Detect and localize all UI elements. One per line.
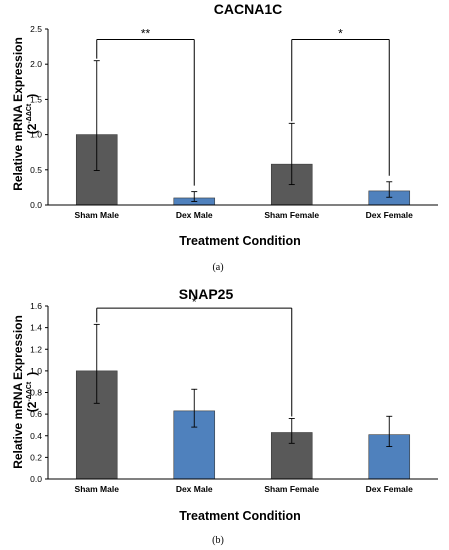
y-tick-label: 0.4	[30, 431, 42, 441]
chart-cacna1c: CACNA1C Relative mRNA Expression (2-ΔΔCt…	[11, 1, 438, 273]
y-tick-label: 0.2	[30, 452, 42, 462]
panel-caption: (a)	[212, 262, 223, 273]
y-tick-label: 0.5	[30, 165, 42, 175]
x-axis-label: Treatment Condition	[179, 234, 301, 248]
significance-bracket-1	[96, 307, 293, 417]
significance-label: *	[338, 27, 343, 41]
y-tick-label: 1.4	[30, 323, 42, 333]
y-axis-label-text: Relative mRNA Expression	[11, 315, 25, 469]
x-category-label: Sham Female	[264, 210, 319, 220]
y-axis-units: (2-ΔΔCt)	[25, 372, 39, 412]
x-category-label: Dex Female	[366, 484, 414, 494]
y-tick-label: 0.0	[30, 474, 42, 484]
significance-label: **	[141, 27, 151, 41]
error-bar-3	[288, 122, 295, 186]
x-category-label: Sham Male	[75, 210, 120, 220]
y-axis-label-text: Relative mRNA Expression	[11, 37, 25, 191]
y-tick-label: 1.0	[30, 366, 42, 376]
y-tick-label: 0.8	[30, 388, 42, 398]
error-bar-4	[386, 181, 393, 198]
x-category-label: Dex Female	[366, 210, 414, 220]
chart-snap25: SNAP25 Relative mRNA Expression (2-ΔΔCt)…	[11, 286, 438, 546]
y-axis-label: Relative mRNA Expression (2-ΔΔCt)	[11, 37, 39, 191]
x-axis-label: Treatment Condition	[179, 509, 301, 523]
chart-title: SNAP25	[179, 286, 234, 302]
error-bar-2	[191, 388, 198, 428]
significance-label: *	[192, 295, 197, 309]
y-tick-label: 0.6	[30, 409, 42, 419]
error-bar-3	[288, 418, 295, 444]
y-tick-label: 1.5	[30, 94, 42, 104]
panel-caption: (b)	[212, 535, 224, 546]
y-tick-label: 1.6	[30, 301, 42, 311]
y-tick-label: 0.0	[30, 200, 42, 210]
x-category-label: Dex Male	[176, 484, 213, 494]
significance-bracket-2	[291, 39, 390, 176]
error-bar-4	[386, 415, 393, 448]
y-tick-label: 2.5	[30, 24, 42, 34]
x-category-label: Sham Female	[264, 484, 319, 494]
y-axis-label: Relative mRNA Expression (2-ΔΔCt)	[11, 315, 39, 469]
x-category-label: Sham Male	[75, 484, 120, 494]
y-tick-label: 1.2	[30, 344, 42, 354]
x-category-label: Dex Male	[176, 210, 213, 220]
error-bar-2	[191, 191, 198, 202]
chart-title: CACNA1C	[214, 1, 282, 17]
y-tick-label: 2.0	[30, 59, 42, 69]
error-bar-1	[93, 60, 100, 171]
error-bar-1	[93, 323, 100, 404]
y-axis-units: (2-ΔΔCt)	[25, 94, 39, 134]
y-tick-label: 1.0	[30, 130, 42, 140]
significance-bracket-1	[96, 39, 195, 186]
